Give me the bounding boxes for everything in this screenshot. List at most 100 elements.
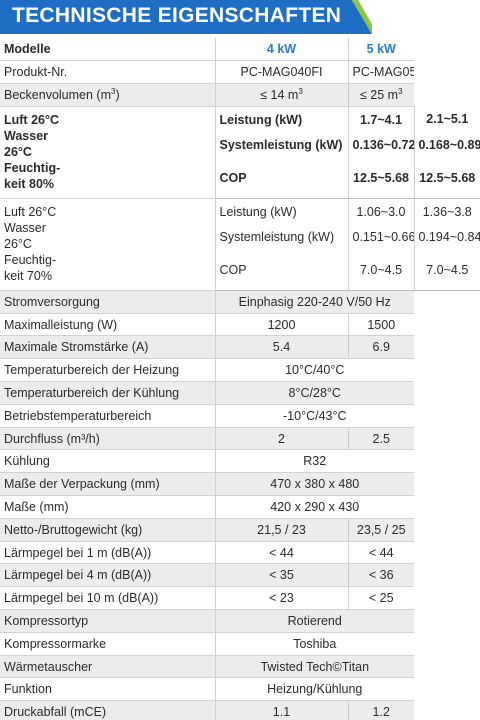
- superscript: 3: [111, 87, 116, 97]
- cell-text: 1500: [367, 317, 396, 332]
- row-label: Systemleistung (kW): [219, 230, 335, 245]
- value-5kw: 7.0~4.5: [426, 263, 469, 278]
- value-5kw: 1.36~3.8: [422, 204, 472, 219]
- condition-label: Luft 26°C Wasser 26°C Feuchtig-keit 80%: [0, 106, 216, 199]
- row-label-end: ): [115, 88, 120, 103]
- table-cell: Temperaturbereich der Heizung: [0, 358, 215, 383]
- table-cell: ≤ 14 m3: [214, 83, 348, 107]
- table-cell: 21,5 / 23: [214, 518, 348, 542]
- table-row: Durchfluss (m³/h) 2 2.5: [0, 427, 480, 451]
- table-cell: Modelle: [0, 38, 215, 62]
- superscript: 3: [398, 87, 403, 97]
- row-label: Leistung (kW): [219, 204, 297, 219]
- table-row: Lärmpegel bei 4 m (dB(A)) < 35 < 36: [0, 563, 480, 588]
- table-cell: 6.9: [347, 335, 414, 360]
- table-cell: PC-MAG040FI: [214, 60, 348, 85]
- table-cell: 7.0~4.5: [413, 250, 480, 291]
- condition-line: keit 80%: [4, 177, 55, 192]
- table-cell: 4 kW: [214, 38, 348, 62]
- cell-text: Stromversorgung: [4, 294, 100, 309]
- value-4kw: 0.136~0.721: [352, 138, 415, 153]
- cell-text: Kompressormarke: [4, 636, 107, 651]
- cell-text: 5 kW: [366, 42, 396, 57]
- value-5kw: PC-MAG050FI: [352, 65, 415, 80]
- cell-text: Lärmpegel bei 1 m (dB(A)): [4, 545, 152, 560]
- condition-line: Luft 26°C: [4, 113, 59, 128]
- cell-text: 4 kW: [266, 42, 297, 57]
- shared-value: -10°C/43°C: [283, 408, 347, 423]
- table-cell: Heizung/Kühlung: [214, 677, 414, 702]
- table-row: Maße (mm) 420 x 290 x 430: [0, 495, 480, 519]
- row-label: Systemleistung (kW): [219, 138, 343, 153]
- value-4kw: PC-MAG040FI: [240, 65, 323, 80]
- cell-text: Maße der Verpackung (mm): [4, 477, 160, 492]
- condition-line: Feuchtig-: [4, 253, 57, 268]
- table-cell: Systemleistung (kW): [215, 132, 348, 159]
- shared-value: 8°C/28°C: [288, 385, 341, 400]
- table-cell: Twisted Tech©Titan: [214, 655, 414, 679]
- condition-line: 26°C: [4, 237, 32, 252]
- condition-line: Wasser: [4, 129, 49, 144]
- table-cell: 470 x 380 x 480: [214, 472, 414, 497]
- table-cell: Temperaturbereich der Kühlung: [0, 381, 215, 405]
- table-cell: 0.136~0.721: [347, 132, 415, 159]
- table-cell: Wärmetauscher: [0, 655, 215, 679]
- shared-value: Rotierend: [287, 613, 342, 628]
- table-cell: 1.7~4.1: [347, 106, 414, 133]
- cell-text: < 23: [269, 591, 294, 606]
- condition-label: Luft 26°C Wasser 26°C Feuchtig-keit 70%: [0, 198, 216, 291]
- cell-text: Maximalleistung (W): [4, 317, 118, 332]
- page-title: TECHNISCHE EIGENSCHAFTEN: [12, 4, 342, 27]
- value-4kw: 12.5~5.68: [353, 171, 409, 186]
- table-cell: Maximale Stromstärke (A): [0, 335, 215, 360]
- table-cell: 10°C/40°C: [214, 358, 414, 383]
- condition-line: Luft 26°C: [4, 205, 57, 220]
- table-cell: 1200: [214, 313, 348, 337]
- table-cell: R32: [214, 449, 414, 474]
- table-cell: < 35: [214, 563, 348, 588]
- table-row: Lärmpegel bei 10 m (dB(A)) < 23 < 25: [0, 586, 480, 611]
- value-5kw: 0.168~0.898: [418, 138, 480, 153]
- table-cell: Systemleistung (kW): [215, 224, 348, 251]
- table-cell: < 44: [214, 541, 348, 565]
- cell-text: 23,5 / 25: [356, 522, 406, 537]
- shared-value: Toshiba: [293, 636, 337, 651]
- shared-value: Heizung/Kühlung: [267, 682, 363, 697]
- table-cell: Druckabfall (mCE): [0, 700, 215, 720]
- value-5kw: 0.194~0.844: [418, 230, 480, 245]
- title-banner-shape: [0, 0, 372, 34]
- cell-text: Lärmpegel bei 4 m (dB(A)): [4, 568, 152, 583]
- table-cell: Leistung (kW): [215, 198, 348, 225]
- cell-text: Lärmpegel bei 10 m (dB(A)): [4, 591, 159, 606]
- row-label: Produkt-Nr.: [4, 65, 68, 80]
- value-5kw: 2.1~5.1: [426, 112, 469, 127]
- table-cell: Toshiba: [214, 632, 414, 656]
- table-cell: < 25: [347, 586, 414, 611]
- table-cell: Produkt-Nr.: [0, 60, 215, 85]
- table-cell: Betriebstemperaturbereich: [0, 404, 215, 428]
- shared-value: Twisted Tech©Titan: [260, 659, 370, 674]
- table-row: Maximale Stromstärke (A) 5.4 6.9: [0, 335, 480, 360]
- table-cell: COP: [215, 158, 348, 199]
- shared-value: R32: [303, 454, 327, 469]
- table-cell: 1.2: [347, 700, 414, 720]
- shared-value: 420 x 290 x 430: [270, 499, 360, 514]
- cell-text: < 25: [368, 591, 394, 606]
- value-4kw: 0.151~0.666: [352, 230, 415, 245]
- condition-line: 26°C: [4, 145, 32, 160]
- table-row: Betriebstemperaturbereich -10°C/43°C: [0, 404, 480, 428]
- shared-value: 10°C/40°C: [285, 363, 345, 378]
- table-cell: Netto-/Bruttogewicht (kg): [0, 518, 215, 542]
- table-cell: -10°C/43°C: [214, 404, 414, 428]
- table-row: Lärmpegel bei 1 m (dB(A)) < 44 < 44: [0, 541, 480, 565]
- table-cell: 420 x 290 x 430: [214, 495, 414, 519]
- cell-text: 1.2: [372, 705, 390, 720]
- table-cell: 12.5~5.68: [413, 158, 480, 199]
- cell-text: Funktion: [4, 682, 52, 697]
- table-cell: Lärmpegel bei 10 m (dB(A)): [0, 586, 215, 611]
- table-cell: PC-MAG050FI: [347, 60, 415, 85]
- value-4kw: ≤ 14 m: [260, 88, 299, 103]
- table-cell: 0.151~0.666: [347, 224, 415, 251]
- table-cell: 0.168~0.898: [413, 132, 480, 159]
- table-cell: Leistung (kW): [215, 106, 348, 133]
